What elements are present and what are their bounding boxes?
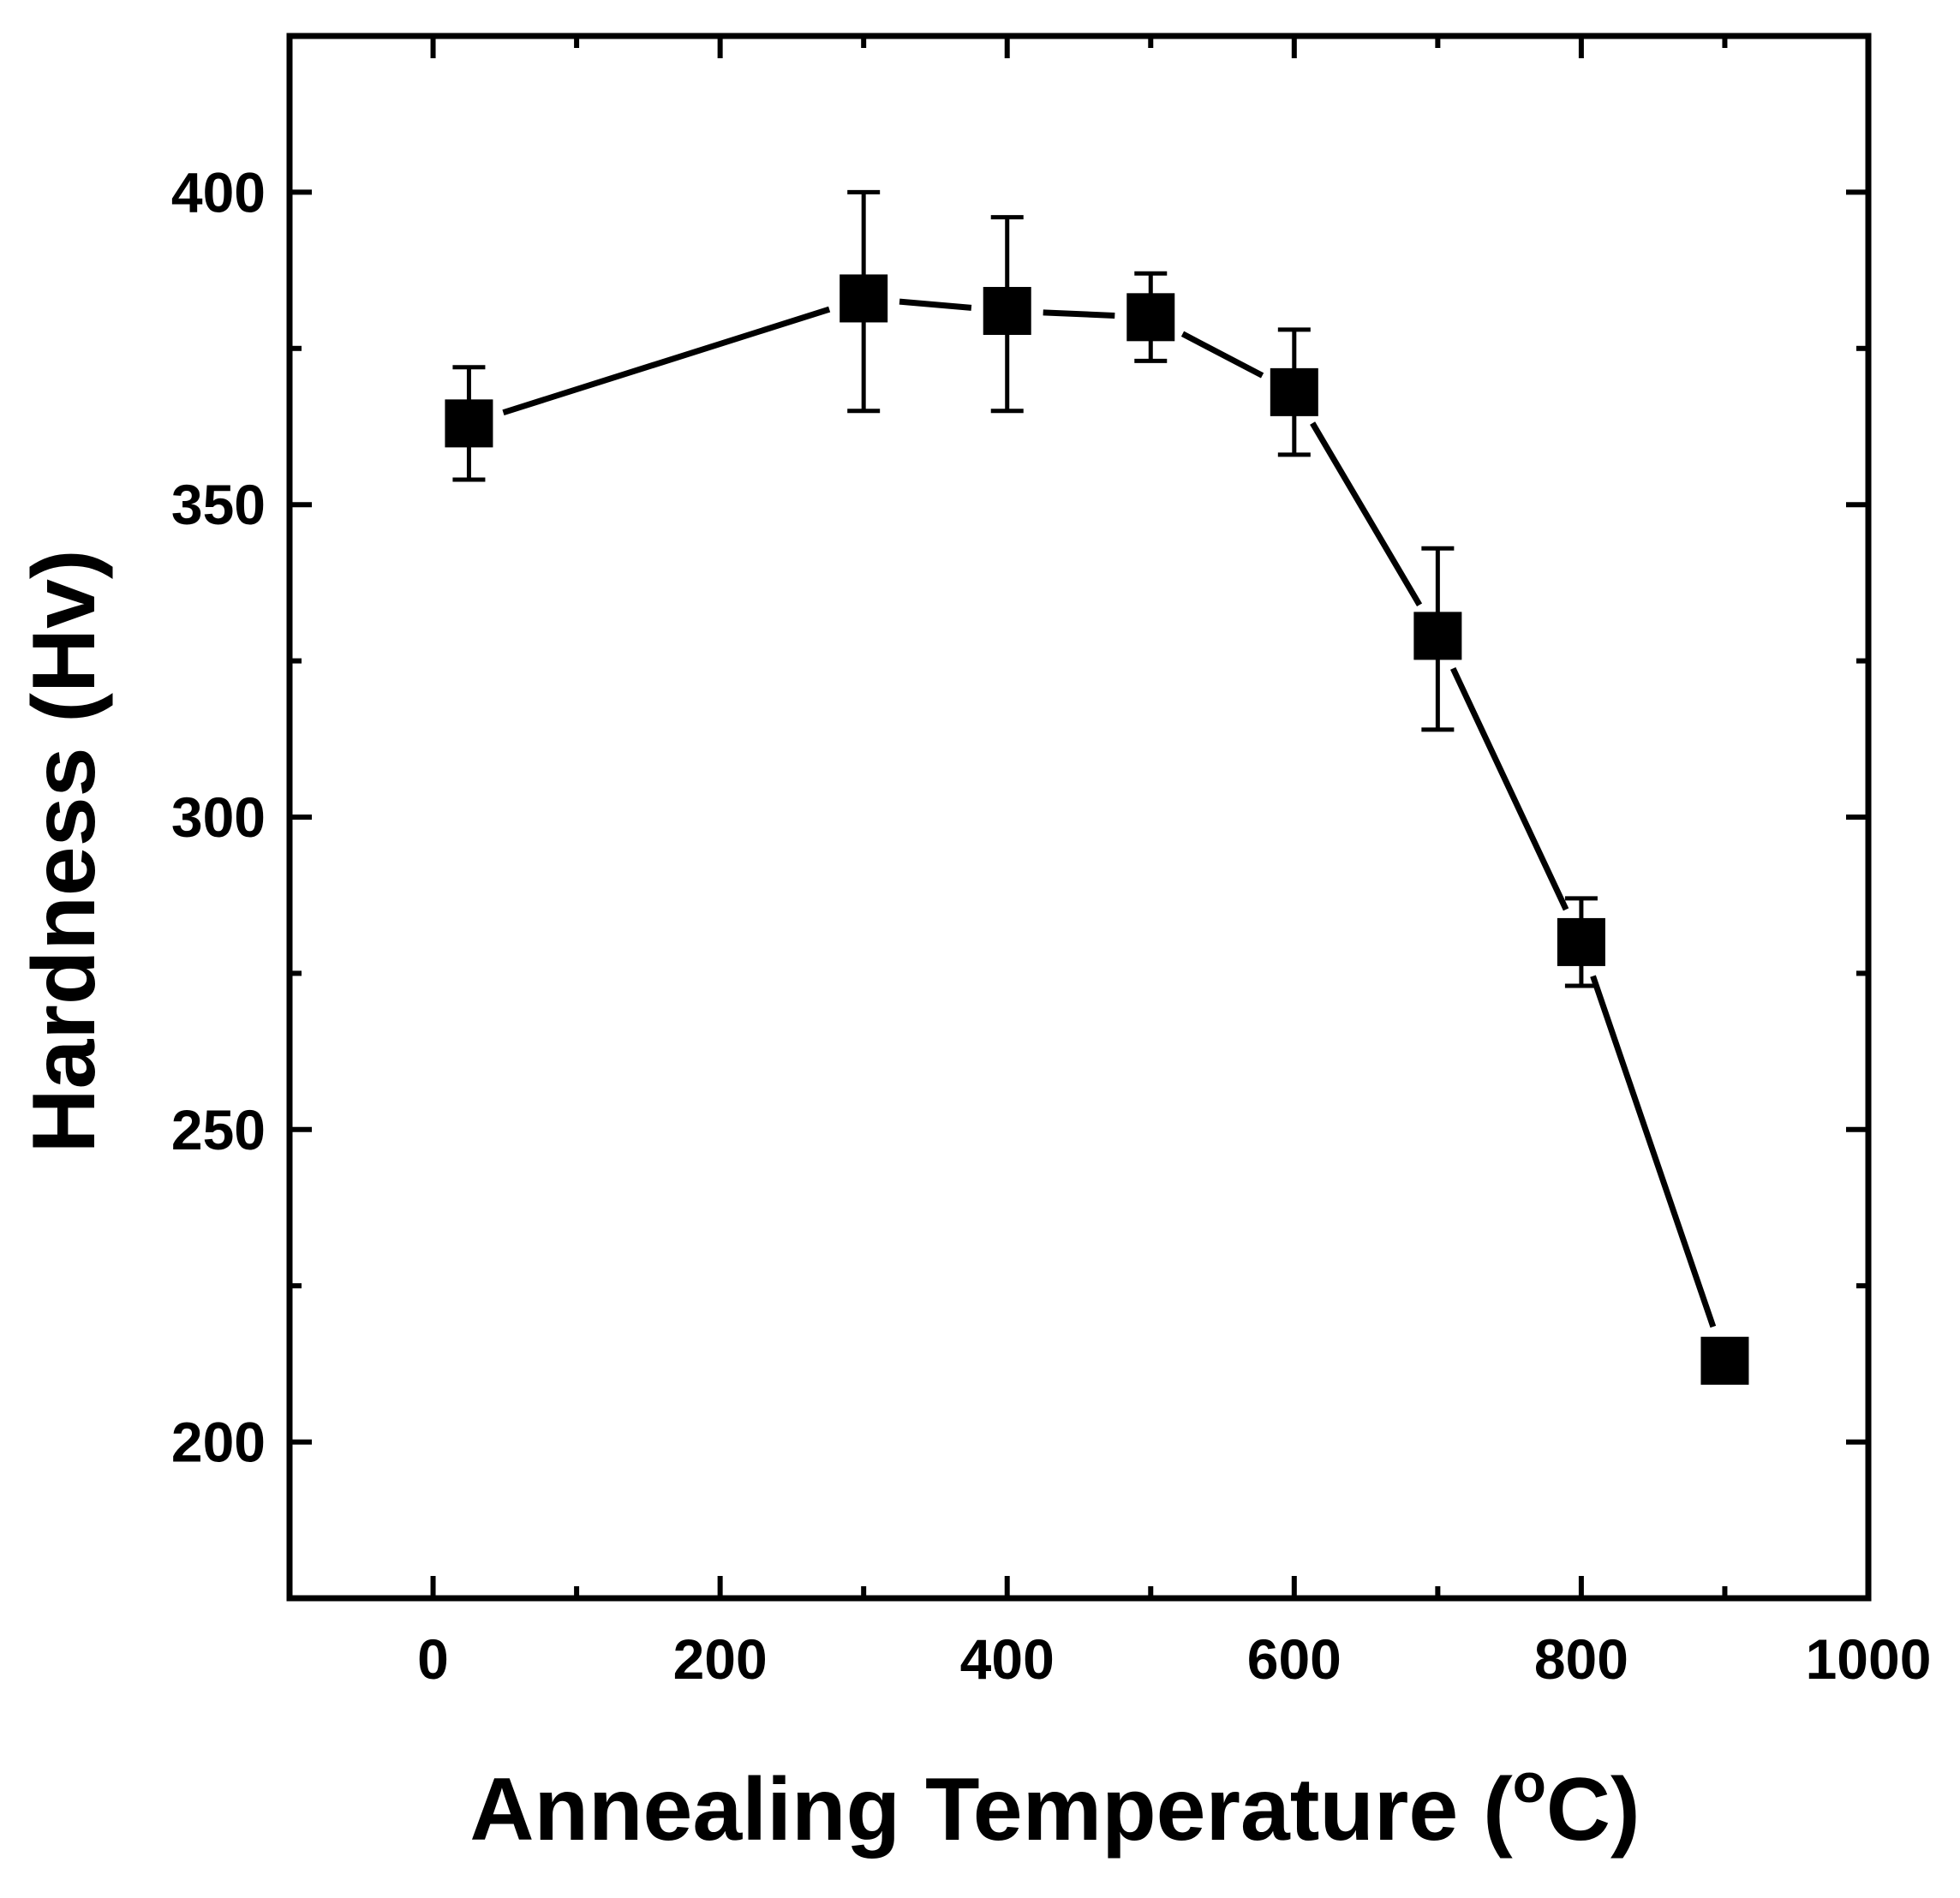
x-tick-label: 800 xyxy=(1534,1627,1628,1691)
series-line-segment xyxy=(1043,309,1115,319)
x-tick-label: 1000 xyxy=(1806,1627,1932,1691)
series-line-segment xyxy=(899,298,972,311)
x-axis-title-main: Annealing Temperature ( xyxy=(469,1760,1513,1859)
series-layer xyxy=(445,189,1749,1385)
x-tick-label: 600 xyxy=(1247,1627,1342,1691)
data-point-marker xyxy=(1557,917,1605,966)
x-tick-label: 0 xyxy=(417,1627,449,1691)
y-tick-label: 300 xyxy=(171,785,266,849)
series-line-segment xyxy=(1180,331,1264,379)
plot-frame xyxy=(286,33,1872,1602)
labels-layer: Hardness (Hv) Annealing Temperature (oC)… xyxy=(15,160,1931,1859)
series-line-segment xyxy=(1590,975,1717,1328)
y-tick-label: 350 xyxy=(171,473,266,536)
x-tick-label: 200 xyxy=(673,1627,768,1691)
y-tick-label: 200 xyxy=(171,1411,266,1474)
data-point-marker xyxy=(445,399,493,448)
data-point-marker xyxy=(840,274,888,323)
data-point-marker xyxy=(1700,1336,1749,1385)
y-axis-title: Hardness (Hv) xyxy=(15,549,114,1153)
x-axis-title-degree: o xyxy=(1513,1752,1546,1814)
data-point-marker xyxy=(1413,612,1462,660)
x-axis-title-unit: C) xyxy=(1546,1760,1640,1859)
series-line-segment xyxy=(502,306,831,416)
x-axis-title: Annealing Temperature (oC) xyxy=(469,1752,1640,1859)
data-point-marker xyxy=(1270,367,1318,416)
y-tick-label: 400 xyxy=(171,160,266,224)
data-point-marker xyxy=(1126,293,1175,342)
series-line-segment xyxy=(1310,421,1423,606)
y-tick-label: 250 xyxy=(171,1098,266,1161)
series-line-segment xyxy=(1450,666,1569,911)
data-point-marker xyxy=(983,287,1031,336)
x-tick-label: 400 xyxy=(960,1627,1055,1691)
axes-layer xyxy=(286,33,1872,1602)
